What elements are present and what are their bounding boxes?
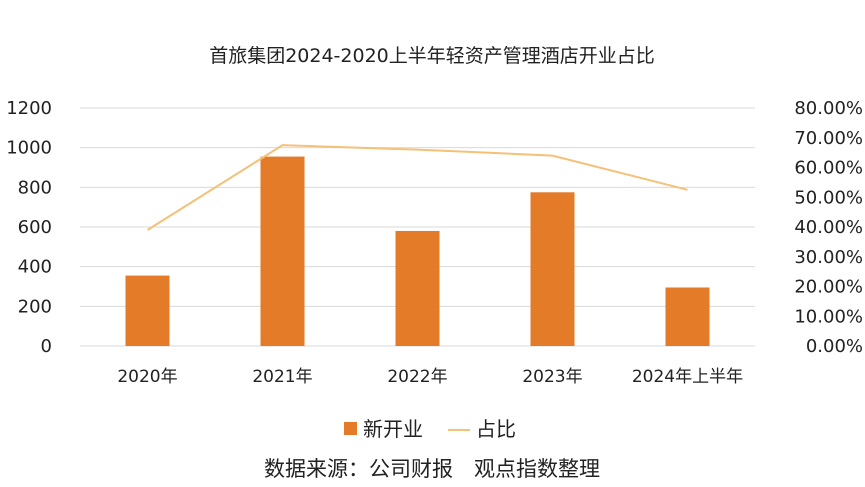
right-tick-label: 40.00%: [794, 217, 863, 238]
source-note: 数据来源：公司财报 观点指数整理: [264, 457, 600, 481]
right-axis: 0.00% 10.00% 20.00% 30.00% 40.00% 50.00% 60.00…: [794, 98, 863, 357]
right-tick-label: 30.00%: [794, 247, 863, 268]
chart-title: 首旅集团2024-2020上半年轻资产管理酒店开业占比: [209, 45, 655, 67]
left-axis: 0 200 400 600 800 1000 1200: [6, 98, 52, 357]
left-tick-label: 1000: [6, 138, 52, 159]
left-tick-label: 400: [18, 257, 52, 278]
x-tick-label: 2024年上半年: [632, 367, 743, 387]
right-tick-label: 10.00%: [794, 306, 863, 327]
bar: [665, 287, 710, 346]
left-tick-label: 600: [18, 217, 52, 238]
bar: [260, 156, 305, 346]
x-tick-label: 2022年: [387, 367, 447, 387]
bar: [530, 192, 575, 346]
right-tick-label: 70.00%: [794, 128, 863, 149]
bar-series: [125, 156, 710, 346]
legend-swatch-bar: [344, 422, 357, 435]
x-tick-label: 2021年: [252, 367, 312, 387]
left-tick-label: 200: [18, 296, 52, 317]
legend-label-bar: 新开业: [363, 417, 423, 441]
x-axis: 2020年 2021年 2022年 2023年 2024年上半年: [117, 367, 743, 387]
right-tick-label: 20.00%: [794, 277, 863, 298]
legend: 新开业 占比: [344, 417, 516, 441]
legend-label-line: 占比: [476, 417, 516, 441]
line-series: [146, 144, 688, 231]
x-tick-label: 2023年: [522, 367, 582, 387]
right-tick-label: 50.00%: [794, 187, 863, 208]
right-tick-label: 0.00%: [806, 336, 863, 357]
right-tick-label: 60.00%: [794, 158, 863, 179]
left-tick-label: 1200: [6, 98, 52, 119]
bar: [125, 275, 170, 346]
line-path: [146, 144, 688, 231]
right-tick-label: 80.00%: [794, 98, 863, 119]
x-tick-label: 2020年: [117, 367, 177, 387]
bar: [395, 230, 440, 346]
left-tick-label: 0: [41, 336, 52, 357]
left-tick-label: 800: [18, 177, 52, 198]
